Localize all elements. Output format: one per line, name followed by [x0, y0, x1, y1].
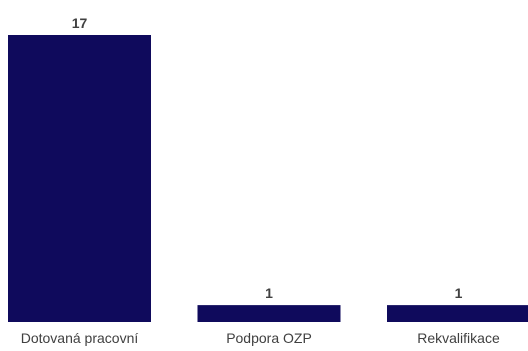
value-labels-layer: 171 1: [72, 15, 463, 301]
data-label-2: 1: [455, 285, 463, 301]
category-label-1: Podpora OZP: [226, 330, 312, 346]
category-label-2: Rekvalifikace: [417, 330, 500, 346]
bar-0: [8, 35, 151, 322]
data-label-0: 17: [72, 15, 88, 31]
bars-layer: [8, 35, 528, 322]
bar-1: [197, 305, 341, 322]
bar-2: [387, 305, 528, 322]
category-label-0: Dotovaná pracovní: [21, 330, 139, 346]
category-labels-layer: Dotovaná pracovní Podpora OZP Rekvalifikac…: [21, 330, 500, 346]
data-label-1: 1: [265, 285, 273, 301]
